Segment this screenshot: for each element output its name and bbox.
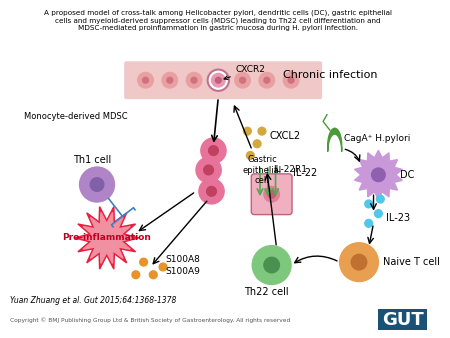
Text: CXCR2: CXCR2 (224, 66, 266, 79)
Text: Naive T cell: Naive T cell (383, 257, 440, 267)
Circle shape (204, 165, 213, 175)
Circle shape (264, 257, 279, 273)
Text: DC: DC (400, 170, 414, 180)
Circle shape (209, 146, 218, 155)
Circle shape (80, 167, 114, 202)
Text: Monocyte-derived MDSC: Monocyte-derived MDSC (24, 112, 127, 121)
Text: Th22 cell: Th22 cell (244, 287, 289, 297)
Text: S100A9: S100A9 (165, 267, 200, 276)
Text: Yuan Zhuang et al. Gut 2015;64:1368-1378: Yuan Zhuang et al. Gut 2015;64:1368-1378 (10, 296, 176, 306)
Circle shape (216, 77, 221, 83)
Circle shape (268, 190, 275, 198)
Circle shape (90, 178, 104, 191)
Circle shape (340, 243, 378, 282)
FancyBboxPatch shape (251, 174, 292, 215)
Circle shape (138, 72, 153, 88)
Polygon shape (355, 150, 402, 199)
Circle shape (140, 258, 148, 266)
Circle shape (365, 219, 373, 227)
Circle shape (252, 246, 291, 285)
Circle shape (253, 140, 261, 148)
Circle shape (159, 263, 167, 271)
Polygon shape (75, 207, 139, 269)
Circle shape (264, 77, 270, 83)
FancyBboxPatch shape (124, 61, 322, 99)
Text: Copyright © BMJ Publishing Group Ltd & British Society of Gastroenterology. All : Copyright © BMJ Publishing Group Ltd & B… (10, 317, 290, 323)
Circle shape (240, 77, 245, 83)
Circle shape (143, 77, 148, 83)
Circle shape (167, 77, 173, 83)
Circle shape (201, 138, 226, 163)
Text: Pro-inflammation: Pro-inflammation (62, 233, 151, 242)
Circle shape (207, 70, 229, 91)
Circle shape (377, 195, 384, 203)
Circle shape (351, 255, 367, 270)
Text: Chronic infection: Chronic infection (283, 70, 377, 80)
Circle shape (235, 72, 250, 88)
Text: CagA⁺ H.pylori: CagA⁺ H.pylori (344, 135, 411, 143)
Circle shape (216, 77, 221, 83)
Circle shape (364, 160, 393, 190)
Circle shape (149, 271, 157, 279)
Circle shape (162, 72, 178, 88)
Circle shape (288, 77, 294, 83)
Text: Gastric
epithelial
cell: Gastric epithelial cell (243, 155, 282, 185)
Circle shape (284, 72, 299, 88)
Circle shape (207, 187, 216, 196)
Text: CXCL2: CXCL2 (270, 131, 301, 141)
Circle shape (258, 127, 266, 135)
Polygon shape (328, 128, 342, 151)
Text: A proposed model of cross-talk among Helicobacter pylori, dendritic cells (DC), : A proposed model of cross-talk among Hel… (44, 10, 392, 31)
Text: S100A8: S100A8 (165, 255, 200, 264)
Circle shape (186, 72, 202, 88)
Polygon shape (81, 212, 133, 263)
Text: Th1 cell: Th1 cell (73, 155, 111, 165)
FancyBboxPatch shape (378, 309, 427, 330)
Text: IL-23: IL-23 (386, 214, 410, 223)
Circle shape (264, 187, 279, 202)
Text: GUT: GUT (382, 311, 423, 329)
Circle shape (191, 77, 197, 83)
Circle shape (374, 210, 382, 218)
Circle shape (247, 151, 254, 159)
Circle shape (199, 179, 224, 204)
Circle shape (243, 127, 251, 135)
Text: IL-22: IL-22 (293, 168, 317, 178)
Circle shape (259, 72, 274, 88)
Circle shape (372, 168, 385, 182)
Circle shape (211, 72, 226, 88)
Circle shape (132, 271, 140, 279)
Text: IL-22R1: IL-22R1 (274, 166, 308, 174)
Circle shape (212, 73, 225, 87)
Circle shape (365, 200, 373, 208)
Circle shape (196, 158, 221, 183)
